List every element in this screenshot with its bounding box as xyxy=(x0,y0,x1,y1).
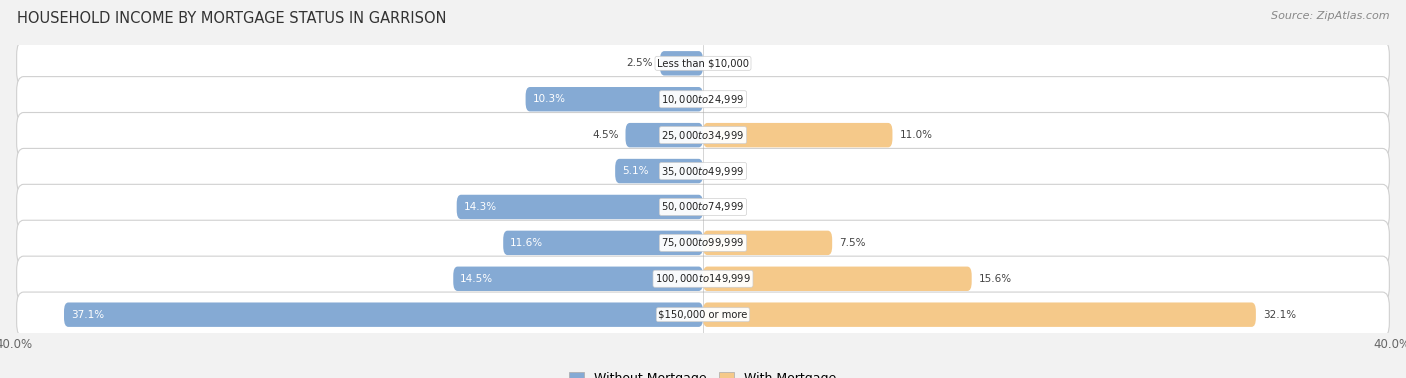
Text: 11.6%: 11.6% xyxy=(510,238,543,248)
FancyBboxPatch shape xyxy=(17,184,1389,229)
Text: HOUSEHOLD INCOME BY MORTGAGE STATUS IN GARRISON: HOUSEHOLD INCOME BY MORTGAGE STATUS IN G… xyxy=(17,11,446,26)
FancyBboxPatch shape xyxy=(457,195,703,219)
FancyBboxPatch shape xyxy=(626,123,703,147)
FancyBboxPatch shape xyxy=(703,123,893,147)
FancyBboxPatch shape xyxy=(703,266,972,291)
Text: 11.0%: 11.0% xyxy=(900,130,932,140)
FancyBboxPatch shape xyxy=(453,266,703,291)
FancyBboxPatch shape xyxy=(616,159,703,183)
FancyBboxPatch shape xyxy=(17,77,1389,122)
Text: 5.1%: 5.1% xyxy=(621,166,648,176)
Legend: Without Mortgage, With Mortgage: Without Mortgage, With Mortgage xyxy=(564,367,842,378)
FancyBboxPatch shape xyxy=(17,292,1389,337)
Text: 7.5%: 7.5% xyxy=(839,238,866,248)
Text: 15.6%: 15.6% xyxy=(979,274,1012,284)
Text: 10.3%: 10.3% xyxy=(533,94,565,104)
FancyBboxPatch shape xyxy=(659,51,703,76)
FancyBboxPatch shape xyxy=(17,220,1389,265)
Text: $50,000 to $74,999: $50,000 to $74,999 xyxy=(661,200,745,214)
Text: 37.1%: 37.1% xyxy=(70,310,104,320)
Text: $25,000 to $34,999: $25,000 to $34,999 xyxy=(661,129,745,142)
Text: 2.5%: 2.5% xyxy=(627,58,652,68)
FancyBboxPatch shape xyxy=(17,149,1389,194)
FancyBboxPatch shape xyxy=(17,41,1389,86)
Text: $100,000 to $149,999: $100,000 to $149,999 xyxy=(655,272,751,285)
Text: 14.3%: 14.3% xyxy=(464,202,496,212)
Text: $150,000 or more: $150,000 or more xyxy=(658,310,748,320)
FancyBboxPatch shape xyxy=(703,231,832,255)
FancyBboxPatch shape xyxy=(17,113,1389,158)
Text: 32.1%: 32.1% xyxy=(1263,310,1296,320)
Text: Less than $10,000: Less than $10,000 xyxy=(657,58,749,68)
Text: 14.5%: 14.5% xyxy=(460,274,494,284)
FancyBboxPatch shape xyxy=(17,256,1389,301)
Text: Source: ZipAtlas.com: Source: ZipAtlas.com xyxy=(1271,11,1389,21)
FancyBboxPatch shape xyxy=(65,302,703,327)
FancyBboxPatch shape xyxy=(526,87,703,112)
FancyBboxPatch shape xyxy=(503,231,703,255)
Text: 4.5%: 4.5% xyxy=(592,130,619,140)
Text: $10,000 to $24,999: $10,000 to $24,999 xyxy=(661,93,745,106)
FancyBboxPatch shape xyxy=(703,302,1256,327)
Text: $35,000 to $49,999: $35,000 to $49,999 xyxy=(661,164,745,178)
Text: $75,000 to $99,999: $75,000 to $99,999 xyxy=(661,236,745,249)
